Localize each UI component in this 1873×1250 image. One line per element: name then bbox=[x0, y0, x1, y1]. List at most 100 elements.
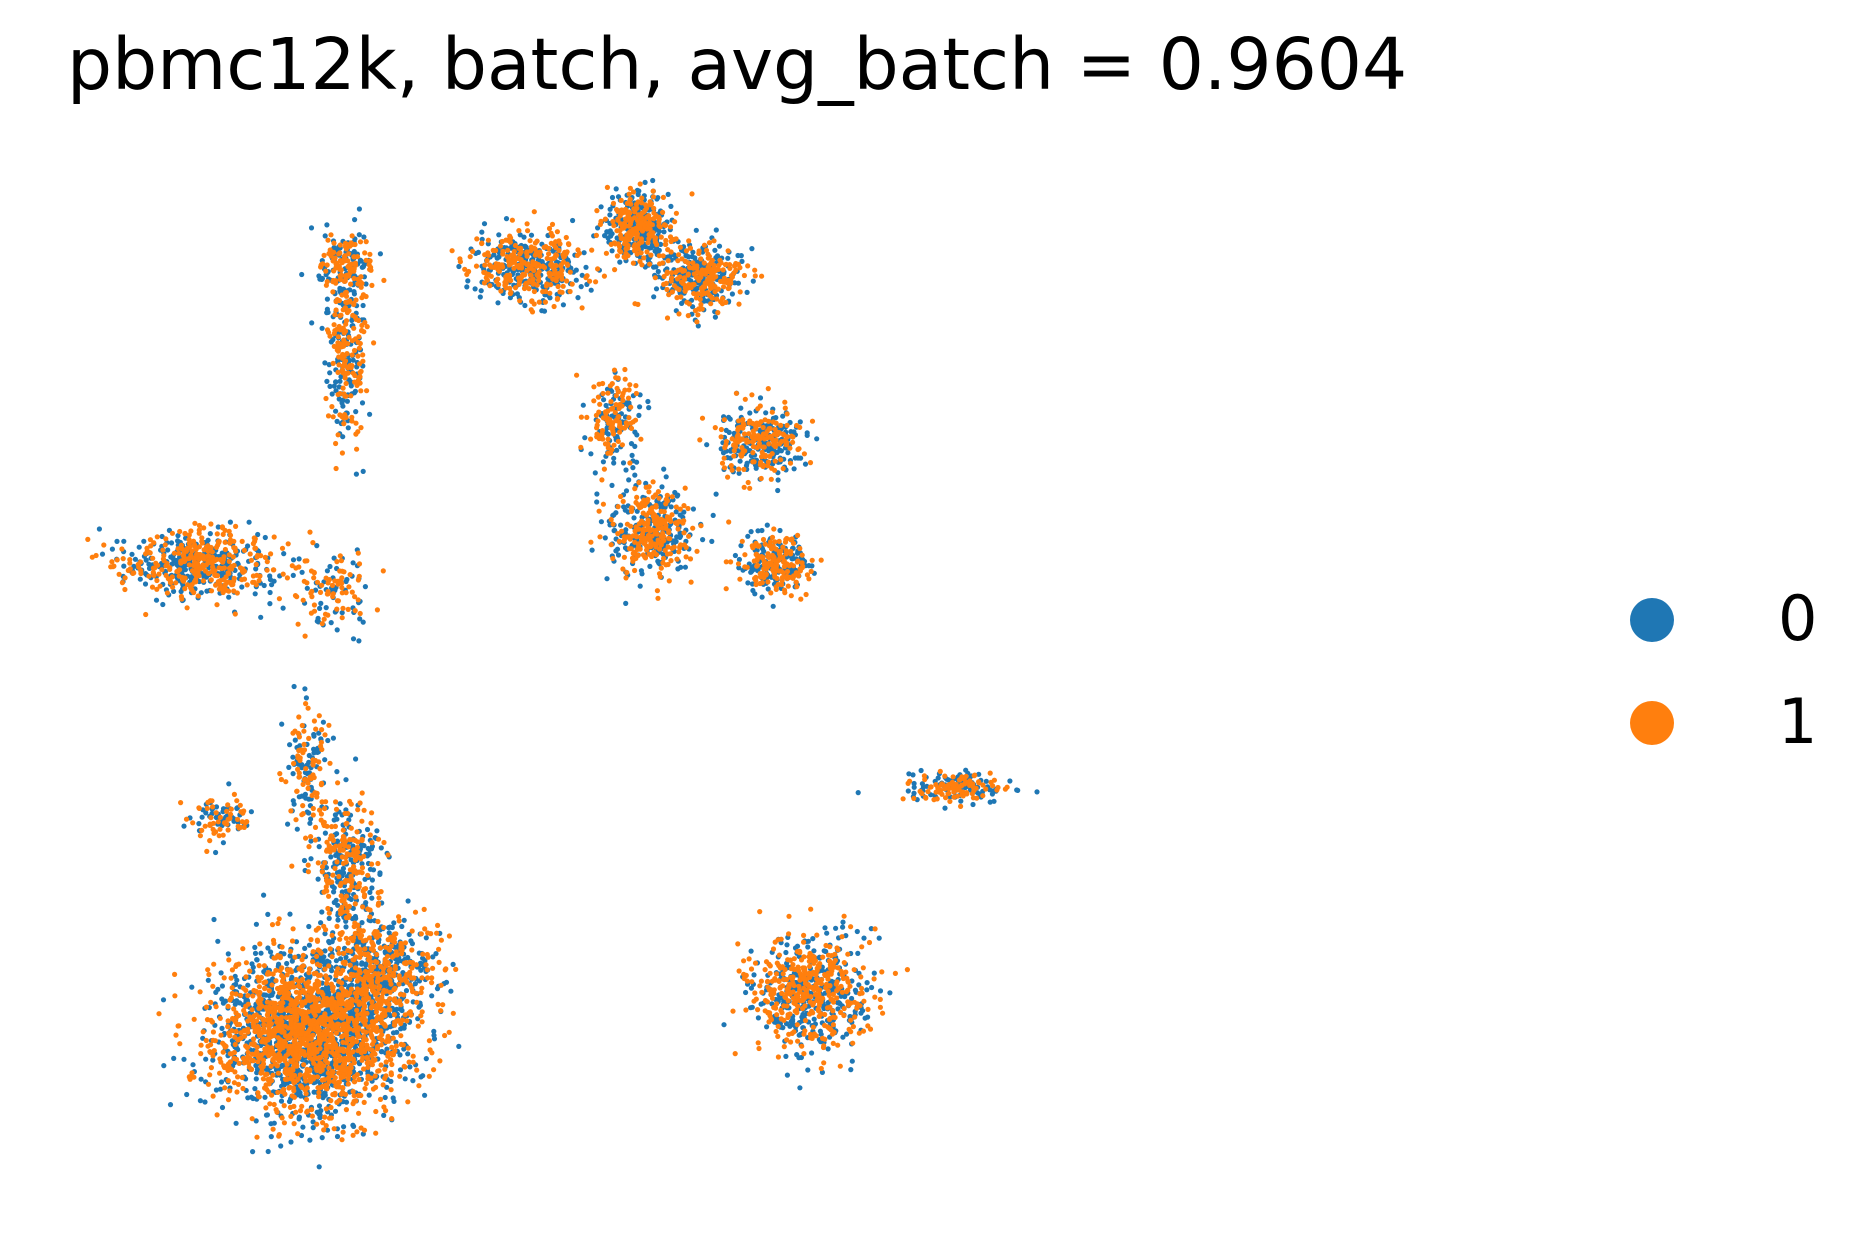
scatter-point bbox=[391, 920, 397, 926]
scatter-point bbox=[401, 1025, 407, 1031]
scatter-point bbox=[316, 730, 322, 736]
scatter-point bbox=[796, 1032, 802, 1038]
scatter-point bbox=[350, 1049, 356, 1055]
scatter-point bbox=[306, 942, 312, 948]
scatter-point bbox=[690, 249, 696, 255]
scatter-point bbox=[341, 1124, 347, 1130]
scatter-point bbox=[613, 510, 619, 516]
scatter-point bbox=[522, 244, 529, 250]
scatter-point bbox=[609, 194, 616, 201]
scatter-point bbox=[736, 470, 742, 476]
scatter-point bbox=[848, 1067, 854, 1073]
scatter-point bbox=[246, 519, 252, 525]
scatter-point bbox=[1034, 789, 1040, 795]
scatter-point bbox=[239, 1074, 245, 1081]
scatter-point bbox=[160, 601, 166, 608]
scatter-point bbox=[324, 378, 330, 384]
scatter-point bbox=[712, 247, 718, 253]
scatter-point bbox=[275, 1070, 281, 1076]
scatter-point bbox=[412, 981, 418, 987]
scatter-point bbox=[329, 954, 335, 960]
scatter-point bbox=[573, 267, 579, 273]
scatter-point bbox=[737, 458, 743, 464]
scatter-point bbox=[265, 1148, 271, 1155]
scatter-point bbox=[289, 938, 296, 944]
scatter-point bbox=[213, 1087, 219, 1093]
scatter-point bbox=[668, 504, 674, 510]
scatter-point bbox=[146, 565, 153, 572]
scatter-point bbox=[774, 449, 780, 455]
scatter-point bbox=[607, 206, 613, 212]
scatter-point bbox=[334, 1133, 341, 1140]
scatter-point bbox=[362, 584, 368, 590]
scatter-point bbox=[732, 280, 738, 286]
scatter-point bbox=[642, 179, 648, 185]
scatter-point bbox=[361, 234, 367, 240]
scatter-point bbox=[96, 526, 102, 532]
scatter-point bbox=[343, 1099, 350, 1105]
scatter-point bbox=[303, 1096, 310, 1103]
scatter-point bbox=[330, 337, 336, 343]
scatter-point bbox=[261, 582, 267, 589]
scatter-point bbox=[359, 861, 365, 867]
scatter-point bbox=[481, 221, 488, 227]
scatter-point bbox=[840, 1034, 846, 1040]
scatter-point bbox=[607, 212, 613, 218]
scatter-point bbox=[801, 1013, 807, 1019]
scatter-point bbox=[165, 547, 171, 553]
scatter-point bbox=[370, 1086, 376, 1092]
scatter-point bbox=[326, 963, 332, 969]
scatter-point bbox=[726, 414, 732, 420]
scatter-point bbox=[348, 857, 354, 863]
scatter-point bbox=[442, 1032, 448, 1039]
scatter-point bbox=[290, 926, 296, 932]
scatter-point bbox=[262, 534, 268, 541]
scatter-point bbox=[211, 961, 217, 967]
scatter-point bbox=[203, 1056, 209, 1062]
scatter-point bbox=[595, 225, 601, 231]
scatter-point bbox=[253, 566, 259, 572]
scatter-point bbox=[356, 232, 362, 238]
scatter-point bbox=[401, 1046, 407, 1052]
scatter-point bbox=[419, 961, 425, 967]
scatter-point bbox=[314, 1109, 320, 1115]
scatter-point bbox=[197, 989, 203, 995]
scatter-point bbox=[738, 253, 744, 259]
scatter-point bbox=[251, 1041, 257, 1047]
scatter-point bbox=[748, 948, 754, 954]
scatter-point bbox=[833, 925, 839, 931]
scatter-point bbox=[876, 935, 882, 941]
scatter-point bbox=[258, 950, 264, 956]
scatter-point bbox=[250, 1095, 256, 1102]
scatter-point bbox=[605, 431, 611, 437]
scatter-point bbox=[333, 388, 339, 394]
scatter-point bbox=[583, 264, 589, 270]
scatter-point bbox=[253, 921, 259, 927]
scatter-point bbox=[323, 1053, 329, 1059]
scatter-point bbox=[290, 557, 297, 563]
scatter-point bbox=[252, 944, 258, 951]
scatter-point bbox=[210, 983, 216, 989]
scatter-point bbox=[249, 1007, 255, 1013]
scatter-point bbox=[204, 588, 210, 594]
scatter-point bbox=[617, 259, 623, 265]
scatter-point bbox=[598, 204, 604, 210]
scatter-point bbox=[245, 992, 251, 999]
scatter-point bbox=[264, 1112, 270, 1118]
scatter-point bbox=[364, 1060, 370, 1066]
scatter-point bbox=[353, 471, 359, 477]
scatter-point bbox=[354, 1129, 360, 1135]
scatter-point bbox=[286, 1098, 293, 1105]
scatter-point bbox=[324, 995, 330, 1002]
scatter-point bbox=[268, 1121, 274, 1127]
scatter-point bbox=[252, 950, 259, 957]
scatter-point bbox=[325, 1075, 332, 1081]
scatter-point bbox=[235, 1081, 242, 1087]
scatter-point bbox=[281, 951, 287, 957]
scatter-point bbox=[99, 551, 106, 557]
scatter-point bbox=[121, 538, 127, 544]
scatter-point bbox=[748, 569, 754, 575]
scatter-point bbox=[987, 799, 993, 805]
scatter-point bbox=[326, 362, 332, 368]
scatter-point bbox=[276, 916, 282, 922]
